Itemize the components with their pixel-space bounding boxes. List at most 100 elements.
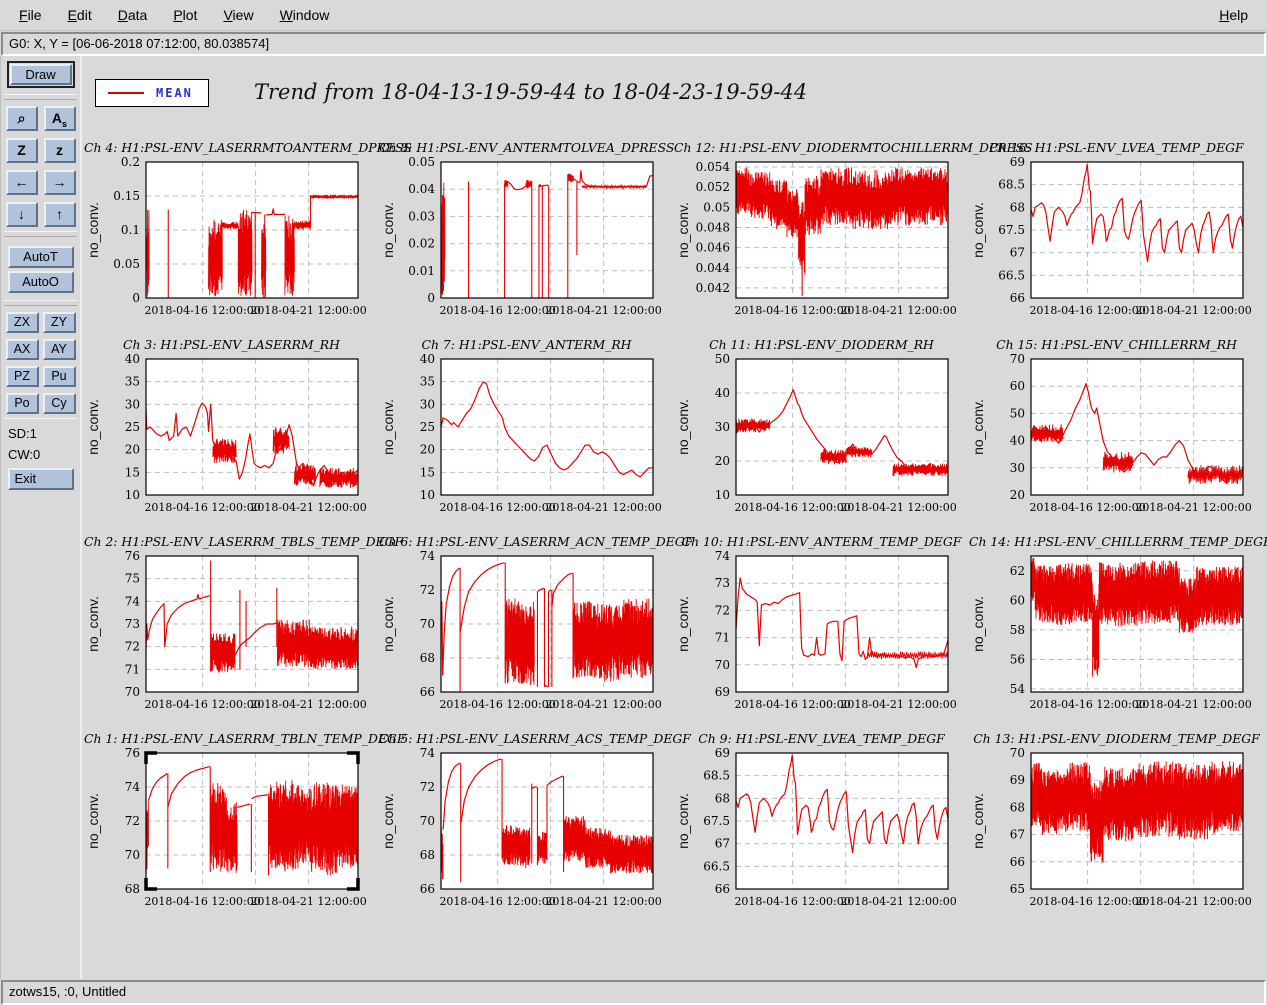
trend-chart-cell: Ch 9: H1:PSL-ENV_LVEA_TEMP_DEGF 66 66.5 67 6… xyxy=(674,727,969,924)
ay-button[interactable]: AY xyxy=(42,339,76,360)
chart-plot[interactable]: 69 70 71 72 73 74 2018-04-16 12:00:002018-04-2… xyxy=(674,551,966,721)
svg-text:69: 69 xyxy=(1010,157,1025,169)
chart-title: Ch 14: H1:PSL-ENV_CHILLERRM_TEMP_DEGF xyxy=(969,534,1267,549)
svg-text:2018-04-16 12:00:00: 2018-04-16 12:00:00 xyxy=(144,304,260,317)
svg-text:2018-04-16 12:00:00: 2018-04-16 12:00:00 xyxy=(439,304,555,317)
pan-up-icon[interactable]: ↑ xyxy=(43,202,76,227)
y-axis-label: no_conv. xyxy=(970,202,986,258)
svg-text:60: 60 xyxy=(1010,379,1025,393)
draw-button-focus-ring: Draw xyxy=(6,61,75,88)
menu-edit[interactable]: Edit xyxy=(67,7,92,23)
menu-help[interactable]: Help xyxy=(1219,7,1248,23)
svg-text:2018-04-21 12:00:00: 2018-04-21 12:00:00 xyxy=(840,501,956,514)
trend-chart-cell: Ch 14: H1:PSL-ENV_CHILLERRM_TEMP_DEGF 54 5… xyxy=(969,530,1267,727)
trend-chart-cell: Ch 7: H1:PSL-ENV_ANTERM_RH 10 15 20 25 30 35 40… xyxy=(379,333,674,530)
svg-text:2018-04-16 12:00:00: 2018-04-16 12:00:00 xyxy=(144,698,260,711)
svg-text:66: 66 xyxy=(715,882,730,896)
svg-text:67: 67 xyxy=(1010,828,1025,842)
svg-text:74: 74 xyxy=(420,748,436,760)
svg-text:15: 15 xyxy=(420,465,435,479)
menu-view[interactable]: View xyxy=(223,7,254,23)
svg-text:2018-04-21 12:00:00: 2018-04-21 12:00:00 xyxy=(1135,895,1251,908)
trend-chart-cell: Ch 10: H1:PSL-ENV_ANTERM_TEMP_DEGF 69 70 71… xyxy=(674,530,969,727)
pan-right-icon[interactable]: → xyxy=(43,170,76,195)
menu-plot[interactable]: Plot xyxy=(173,7,198,23)
svg-text:2018-04-16 12:00:00: 2018-04-16 12:00:00 xyxy=(439,501,555,514)
chart-title: Ch 13: H1:PSL-ENV_DIODERM_TEMP_DEGF xyxy=(973,731,1260,746)
chart-plot[interactable]: 54 56 58 60 62 2018-04-16 12:00:002018-04-21 … xyxy=(969,551,1261,721)
svg-text:66.5: 66.5 xyxy=(998,268,1025,282)
chart-plot[interactable]: 66 68 70 72 74 2018-04-16 12:00:002018-04-21 … xyxy=(379,551,671,721)
y-axis-label: no_conv. xyxy=(85,793,101,849)
auto-o-button[interactable]: AutoO xyxy=(7,271,74,293)
svg-text:67.5: 67.5 xyxy=(998,223,1025,237)
svg-text:68: 68 xyxy=(420,651,435,665)
svg-text:40: 40 xyxy=(715,386,730,400)
pan-down-icon[interactable]: ↓ xyxy=(5,202,38,227)
chart-plot[interactable]: 0.042 0.044 0.046 0.048 0.05 0.052 0.054 2018-0… xyxy=(674,157,966,327)
chart-title: Ch 1: H1:PSL-ENV_LASERRM_TBLN_TEMP_DEGF xyxy=(84,731,406,746)
chart-plot[interactable]: 10 15 20 25 30 35 40 2018-04-16 12:00:002018-04… xyxy=(84,354,376,524)
svg-text:0.048: 0.048 xyxy=(696,220,730,234)
svg-text:56: 56 xyxy=(1010,652,1025,666)
chart-plot[interactable]: 65 66 67 68 69 70 2018-04-16 12:00:002018-04-2… xyxy=(969,748,1261,918)
po-button[interactable]: Po xyxy=(5,393,39,414)
ax-button[interactable]: AX xyxy=(5,339,39,360)
menu-file[interactable]: File xyxy=(19,7,42,23)
svg-text:69: 69 xyxy=(715,748,730,760)
chart-plot[interactable]: 10 20 30 40 50 2018-04-16 12:00:002018-04-21 … xyxy=(674,354,966,524)
chart-plot[interactable]: 66 66.5 67 67.5 68 68.5 69 2018-04-16 12:00:002… xyxy=(674,748,966,918)
cy-button[interactable]: Cy xyxy=(42,393,76,414)
menu-data[interactable]: Data xyxy=(117,7,148,23)
zx-button[interactable]: ZX xyxy=(5,312,39,333)
zoom-out-icon[interactable]: z xyxy=(43,138,76,163)
svg-text:68.5: 68.5 xyxy=(998,178,1025,192)
svg-text:73: 73 xyxy=(715,576,730,590)
chart-plot[interactable]: 10 15 20 25 30 35 40 2018-04-16 12:00:002018-04… xyxy=(379,354,671,524)
chart-plot[interactable]: 66 68 70 72 74 2018-04-16 12:00:002018-04-21 … xyxy=(379,748,671,918)
draw-button[interactable]: Draw xyxy=(9,64,72,85)
y-axis-label: no_conv. xyxy=(85,399,101,455)
svg-text:70: 70 xyxy=(420,814,435,828)
chart-title: Ch 9: H1:PSL-ENV_LVEA_TEMP_DEGF xyxy=(698,731,945,746)
pu-button[interactable]: Pu xyxy=(42,366,76,387)
chart-plot[interactable]: 0 0.05 0.1 0.15 0.2 2018-04-16 12:00:002018-0… xyxy=(84,157,376,327)
svg-text:0.02: 0.02 xyxy=(408,237,435,251)
svg-text:67.5: 67.5 xyxy=(703,814,730,828)
menu-window[interactable]: Window xyxy=(279,7,330,23)
svg-text:2018-04-21 12:00:00: 2018-04-21 12:00:00 xyxy=(545,895,661,908)
svg-text:10: 10 xyxy=(715,488,730,502)
pz-button[interactable]: PZ xyxy=(5,366,39,387)
text-annotate-tool-icon[interactable]: As xyxy=(43,106,76,131)
trend-chart-cell: Ch 11: H1:PSL-ENV_DIODERM_RH 10 20 30 40 50 20… xyxy=(674,333,969,530)
chart-title: Ch 8: H1:PSL-ENV_ANTERMTOLVEA_DPRESS xyxy=(379,140,675,155)
svg-text:10: 10 xyxy=(125,488,140,502)
chart-title: Ch 7: H1:PSL-ENV_ANTERM_RH xyxy=(421,337,632,352)
trend-chart-cell: Ch 13: H1:PSL-ENV_DIODERM_TEMP_DEGF 65 66 6… xyxy=(969,727,1264,924)
svg-text:30: 30 xyxy=(715,420,730,434)
chart-plot[interactable]: 66 66.5 67 67.5 68 68.5 69 2018-04-16 12:00:002… xyxy=(969,157,1261,327)
exit-button[interactable]: Exit xyxy=(7,468,74,490)
svg-text:2018-04-16 12:00:00: 2018-04-16 12:00:00 xyxy=(734,895,850,908)
svg-text:72: 72 xyxy=(420,780,435,794)
chart-plot[interactable]: 0 0.01 0.02 0.03 0.04 0.05 2018-04-16 12:00:00… xyxy=(379,157,671,327)
zoom-in-icon[interactable]: Z xyxy=(5,138,38,163)
svg-text:66.5: 66.5 xyxy=(703,859,730,873)
svg-text:0.054: 0.054 xyxy=(696,160,731,174)
svg-text:68: 68 xyxy=(125,882,140,896)
svg-text:2018-04-16 12:00:00: 2018-04-16 12:00:00 xyxy=(734,698,850,711)
svg-text:2018-04-21 12:00:00: 2018-04-21 12:00:00 xyxy=(545,304,661,317)
auto-t-button[interactable]: AutoT xyxy=(7,246,74,268)
pan-left-icon[interactable]: ← xyxy=(5,170,38,195)
chart-title: Ch 10: H1:PSL-ENV_ANTERM_TEMP_DEGF xyxy=(681,534,962,549)
chart-plot[interactable]: 20 30 40 50 60 70 2018-04-16 12:00:002018-04-2… xyxy=(969,354,1261,524)
zy-button[interactable]: ZY xyxy=(42,312,76,333)
chart-plot[interactable]: 70 71 72 73 74 75 76 2018-04-16 12:00:002018-04… xyxy=(84,551,376,721)
chart-title: Ch 11: H1:PSL-ENV_DIODERM_RH xyxy=(709,337,934,352)
svg-text:0.052: 0.052 xyxy=(696,180,730,194)
svg-text:2018-04-21 12:00:00: 2018-04-21 12:00:00 xyxy=(1135,304,1251,317)
zoom-select-tool-icon[interactable]: ⌕ xyxy=(5,106,38,131)
chart-title: Ch 15: H1:PSL-ENV_CHILLERRM_RH xyxy=(996,337,1237,352)
chart-plot[interactable]: 68 70 72 74 76 2018-04-16 12:00:002018-04-21 … xyxy=(84,748,376,918)
